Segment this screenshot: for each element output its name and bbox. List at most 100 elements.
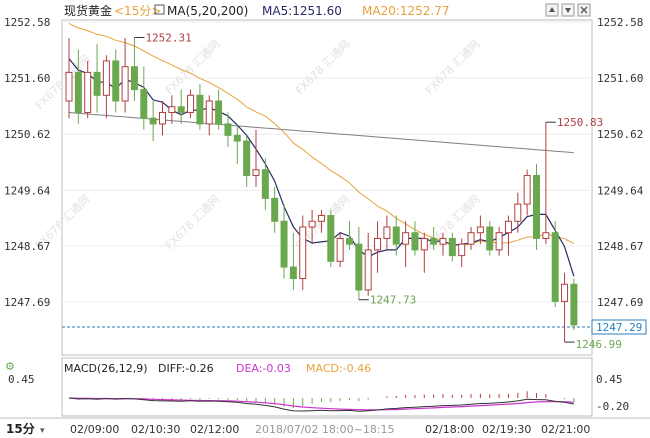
macd-panel-frame: [61, 357, 593, 417]
macd-diff: DIFF:-0.26: [158, 362, 214, 375]
ma-checkbox[interactable]: [154, 4, 165, 15]
candle-body: [383, 226, 391, 239]
time-label: 02/19:30: [482, 423, 531, 436]
candle-body: [486, 226, 494, 251]
time-label: 02/21:00: [541, 423, 590, 436]
candle-body: [299, 226, 307, 280]
candle-body: [84, 71, 92, 113]
candle-body: [355, 243, 363, 291]
candle-body: [514, 203, 522, 222]
dea-line: [68, 397, 574, 411]
candle-body: [280, 220, 288, 268]
candle-body: [149, 117, 157, 125]
price-tick-left: 1247.69: [4, 296, 50, 309]
candle-body: [570, 283, 578, 326]
candle-body: [159, 111, 166, 125]
candle-body: [374, 237, 382, 251]
candle-body: [102, 60, 110, 96]
annotation-label: 1252.31: [145, 31, 191, 44]
close-icon[interactable]: [577, 3, 591, 17]
candle-body: [243, 140, 251, 176]
candle-body: [364, 249, 372, 291]
price-tick-right: 1250.62: [597, 128, 643, 141]
time-label: 02/12:00: [190, 423, 239, 436]
watermark-text: FX678 汇通网: [163, 192, 223, 252]
candle-body: [130, 66, 138, 91]
symbol-title: 现货黄金: [64, 3, 112, 18]
candle-body: [542, 232, 550, 239]
last-price-box: [591, 319, 647, 335]
candle-body: [205, 100, 213, 125]
candle-body: [467, 232, 475, 245]
candle-body: [224, 123, 232, 136]
period-tag[interactable]: <15分>: [114, 4, 161, 18]
candle-body: [504, 220, 512, 234]
candle-body: [336, 237, 344, 262]
candle-body: [317, 215, 325, 222]
candle-body: [187, 94, 195, 113]
time-label: 02/18:00: [425, 423, 474, 436]
time-label: 02/10:30: [131, 423, 180, 436]
candle-body: [448, 237, 456, 257]
candle-body: [458, 243, 466, 257]
price-tick-left: 1251.60: [4, 72, 50, 85]
candle-body: [261, 169, 269, 199]
candle-body: [196, 94, 204, 125]
candle-body: [93, 71, 101, 96]
watermark-text: FX678 汇通网: [163, 37, 223, 97]
watermark-text: FX678 汇通网: [293, 37, 353, 97]
annotation-label: 1246.99: [576, 338, 622, 351]
ma-label: MA(5,20,200): [167, 4, 248, 18]
candle-body: [271, 197, 279, 222]
time-label: 2018/07/02 18:00~18:15: [255, 423, 395, 436]
candle-body: [289, 266, 297, 280]
annotation-label: 1250.83: [557, 116, 603, 129]
up-icon[interactable]: [545, 3, 559, 17]
candle-body: [411, 232, 419, 251]
candle-body: [523, 174, 531, 205]
candle-body: [308, 220, 316, 228]
price-axis-right: 1252.58 1251.60 1250.62 1249.64 1248.67 1247.…: [597, 16, 644, 309]
macd-settings-icon[interactable]: ⚙: [5, 360, 15, 373]
candle-body: [112, 60, 120, 102]
candle-body: [439, 237, 447, 245]
candle-body: [140, 89, 148, 119]
candle-body: [233, 134, 241, 142]
candle-body: [65, 71, 73, 102]
candle-body: [476, 226, 484, 234]
macd-label: MACD(26,12,9): [64, 362, 148, 375]
ma5-value: MA5:1251.60: [262, 4, 342, 18]
price-tick-right: 1251.60: [597, 72, 643, 85]
macd-dea: DEA:-0.03: [236, 362, 291, 375]
price-annotations: 1252.31 1250.83 1247.73 1246.99: [134, 31, 622, 351]
candle-body: [74, 71, 82, 113]
candle-body: [346, 237, 353, 245]
period-selector-arrow[interactable]: ▾: [40, 426, 45, 436]
candle-body: [327, 215, 335, 262]
candle-body: [177, 106, 185, 113]
period-selector[interactable]: 15分: [6, 421, 35, 436]
candlestick-series: [65, 37, 578, 343]
last-price-label: 1247.29: [596, 321, 642, 334]
ma20-value: MA20:1252.77: [362, 4, 450, 18]
candle-body: [495, 232, 503, 251]
price-tick-right: 1248.67: [597, 240, 643, 253]
candle-body: [551, 232, 559, 302]
price-tick-right: 1249.64: [597, 184, 644, 197]
price-axis-left: 1252.58 1251.60 1250.62 1249.64 1248.67 1247.…: [4, 16, 51, 309]
down-icon[interactable]: [561, 3, 575, 17]
time-label: 02/09:00: [70, 423, 119, 436]
price-tick-left: 1250.62: [4, 128, 50, 141]
time-axis-labels: 02/09:00 02/10:30 02/12:00 2018/07/02 18:00…: [70, 420, 590, 436]
candle-body: [168, 106, 176, 113]
candle-body: [430, 237, 438, 245]
candle-body: [121, 66, 129, 102]
price-panel-frame: [61, 19, 593, 356]
price-tick-left: 1248.67: [4, 240, 50, 253]
grid: [62, 21, 592, 303]
macd-scale-bottom-right: -0.20: [596, 400, 629, 413]
dif-line: [68, 397, 574, 412]
candle-body: [402, 232, 410, 245]
candle-body: [392, 226, 400, 245]
